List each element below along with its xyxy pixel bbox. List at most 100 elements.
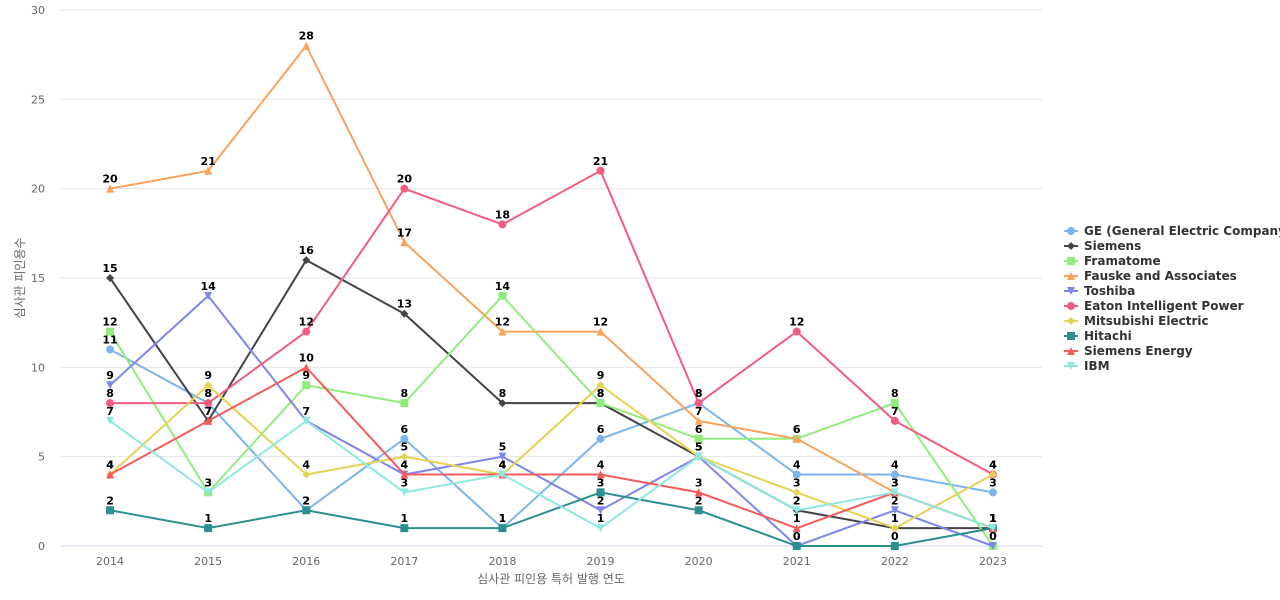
data-point: [694, 399, 703, 408]
series-line: [110, 169, 994, 476]
data-label: 8: [401, 387, 409, 400]
data-point: [204, 488, 213, 497]
data-label: 1: [401, 512, 409, 525]
data-point: [400, 309, 409, 318]
data-label: 12: [789, 316, 804, 329]
data-label: 5: [695, 441, 703, 454]
data-point: [302, 381, 311, 390]
data-label: 1: [891, 512, 899, 525]
y-tick-label: 20: [31, 183, 45, 196]
legend-item[interactable]: IBM: [1064, 359, 1110, 373]
data-label: 3: [793, 476, 801, 489]
legend-item[interactable]: Eaton Intelligent Power: [1064, 299, 1244, 313]
legend-item[interactable]: Framatome: [1064, 254, 1161, 268]
data-label: 1: [989, 512, 997, 525]
legend-item[interactable]: Siemens: [1064, 239, 1141, 253]
data-label: 9: [597, 369, 605, 382]
data-point: [204, 399, 213, 408]
series-group: [106, 256, 997, 533]
data-label: 16: [299, 244, 315, 257]
data-label: 8: [499, 387, 507, 400]
data-point: [498, 399, 507, 408]
legend-marker: [1067, 227, 1075, 235]
data-label: 6: [793, 423, 801, 436]
data-point: [694, 434, 703, 443]
legend-marker: [1067, 242, 1075, 250]
data-point: [204, 416, 213, 425]
x-tick-label: 2023: [979, 555, 1007, 568]
data-point: [792, 488, 801, 497]
data-point: [498, 524, 507, 533]
data-point: [498, 327, 507, 336]
data-label: 0: [989, 530, 997, 543]
data-point: [988, 488, 997, 497]
legend-item[interactable]: Siemens Energy: [1064, 344, 1193, 358]
x-tick-label: 2016: [292, 555, 320, 568]
data-label: 21: [593, 155, 608, 168]
data-point: [106, 327, 115, 336]
data-point: [792, 327, 801, 336]
legend-item[interactable]: Toshiba: [1064, 284, 1135, 298]
legend-item[interactable]: Mitsubishi Electric: [1064, 314, 1209, 328]
legend: GE (General Electric Company)SiemensFram…: [1064, 224, 1280, 373]
data-label: 14: [495, 280, 511, 293]
legend-marker: [1067, 302, 1075, 310]
data-point: [400, 470, 409, 479]
data-label: 11: [102, 333, 117, 346]
data-label: 7: [302, 405, 310, 418]
y-axis-title: 심사관 피인용수: [13, 237, 27, 318]
data-label: 9: [204, 369, 212, 382]
data-point: [400, 399, 409, 408]
data-label: 6: [695, 423, 703, 436]
series-group: [106, 488, 997, 550]
legend-item[interactable]: GE (General Electric Company): [1064, 224, 1280, 238]
legend-label: GE (General Electric Company): [1084, 224, 1280, 238]
data-label: 7: [204, 405, 212, 418]
data-label: 1: [597, 512, 605, 525]
data-point: [204, 381, 213, 390]
data-point: [302, 256, 311, 265]
data-label: 6: [597, 423, 605, 436]
legend-marker: [1067, 362, 1075, 370]
data-point: [792, 470, 801, 479]
data-point: [400, 238, 409, 247]
data-label: 18: [495, 208, 510, 221]
data-label: 3: [891, 476, 899, 489]
data-label: 3: [989, 476, 997, 489]
data-label: 2: [891, 494, 899, 507]
data-label: 7: [891, 405, 899, 418]
legend-item[interactable]: Fauske and Associates: [1064, 269, 1237, 283]
y-tick-label: 30: [31, 4, 45, 17]
y-tick-label: 10: [31, 361, 45, 374]
data-point: [890, 470, 899, 479]
data-point: [302, 327, 311, 336]
data-label: 10: [299, 351, 315, 364]
data-label: 4: [401, 459, 409, 472]
data-point: [400, 434, 409, 443]
data-label: 0: [891, 530, 899, 543]
data-label: 12: [495, 316, 510, 329]
data-label: 3: [891, 476, 899, 489]
data-point: [792, 506, 801, 515]
data-label: 1: [891, 512, 899, 525]
data-point: [694, 452, 703, 461]
data-label: 4: [793, 459, 801, 472]
data-point: [890, 488, 899, 497]
legend-label: Toshiba: [1084, 284, 1135, 298]
legend-marker: [1067, 332, 1075, 340]
data-label: 2: [793, 494, 801, 507]
data-label: 1: [989, 512, 997, 525]
data-label: 8: [695, 387, 703, 400]
data-label: 9: [302, 369, 310, 382]
data-point: [596, 434, 605, 443]
x-tick-label: 2020: [685, 555, 713, 568]
data-label: 0: [989, 530, 997, 543]
legend-label: Mitsubishi Electric: [1084, 314, 1209, 328]
x-tick-label: 2022: [881, 555, 909, 568]
data-label: 1: [989, 512, 997, 525]
series-line: [109, 258, 993, 530]
data-point: [792, 524, 801, 533]
legend-item[interactable]: Hitachi: [1064, 329, 1132, 343]
legend-marker: [1067, 347, 1075, 355]
